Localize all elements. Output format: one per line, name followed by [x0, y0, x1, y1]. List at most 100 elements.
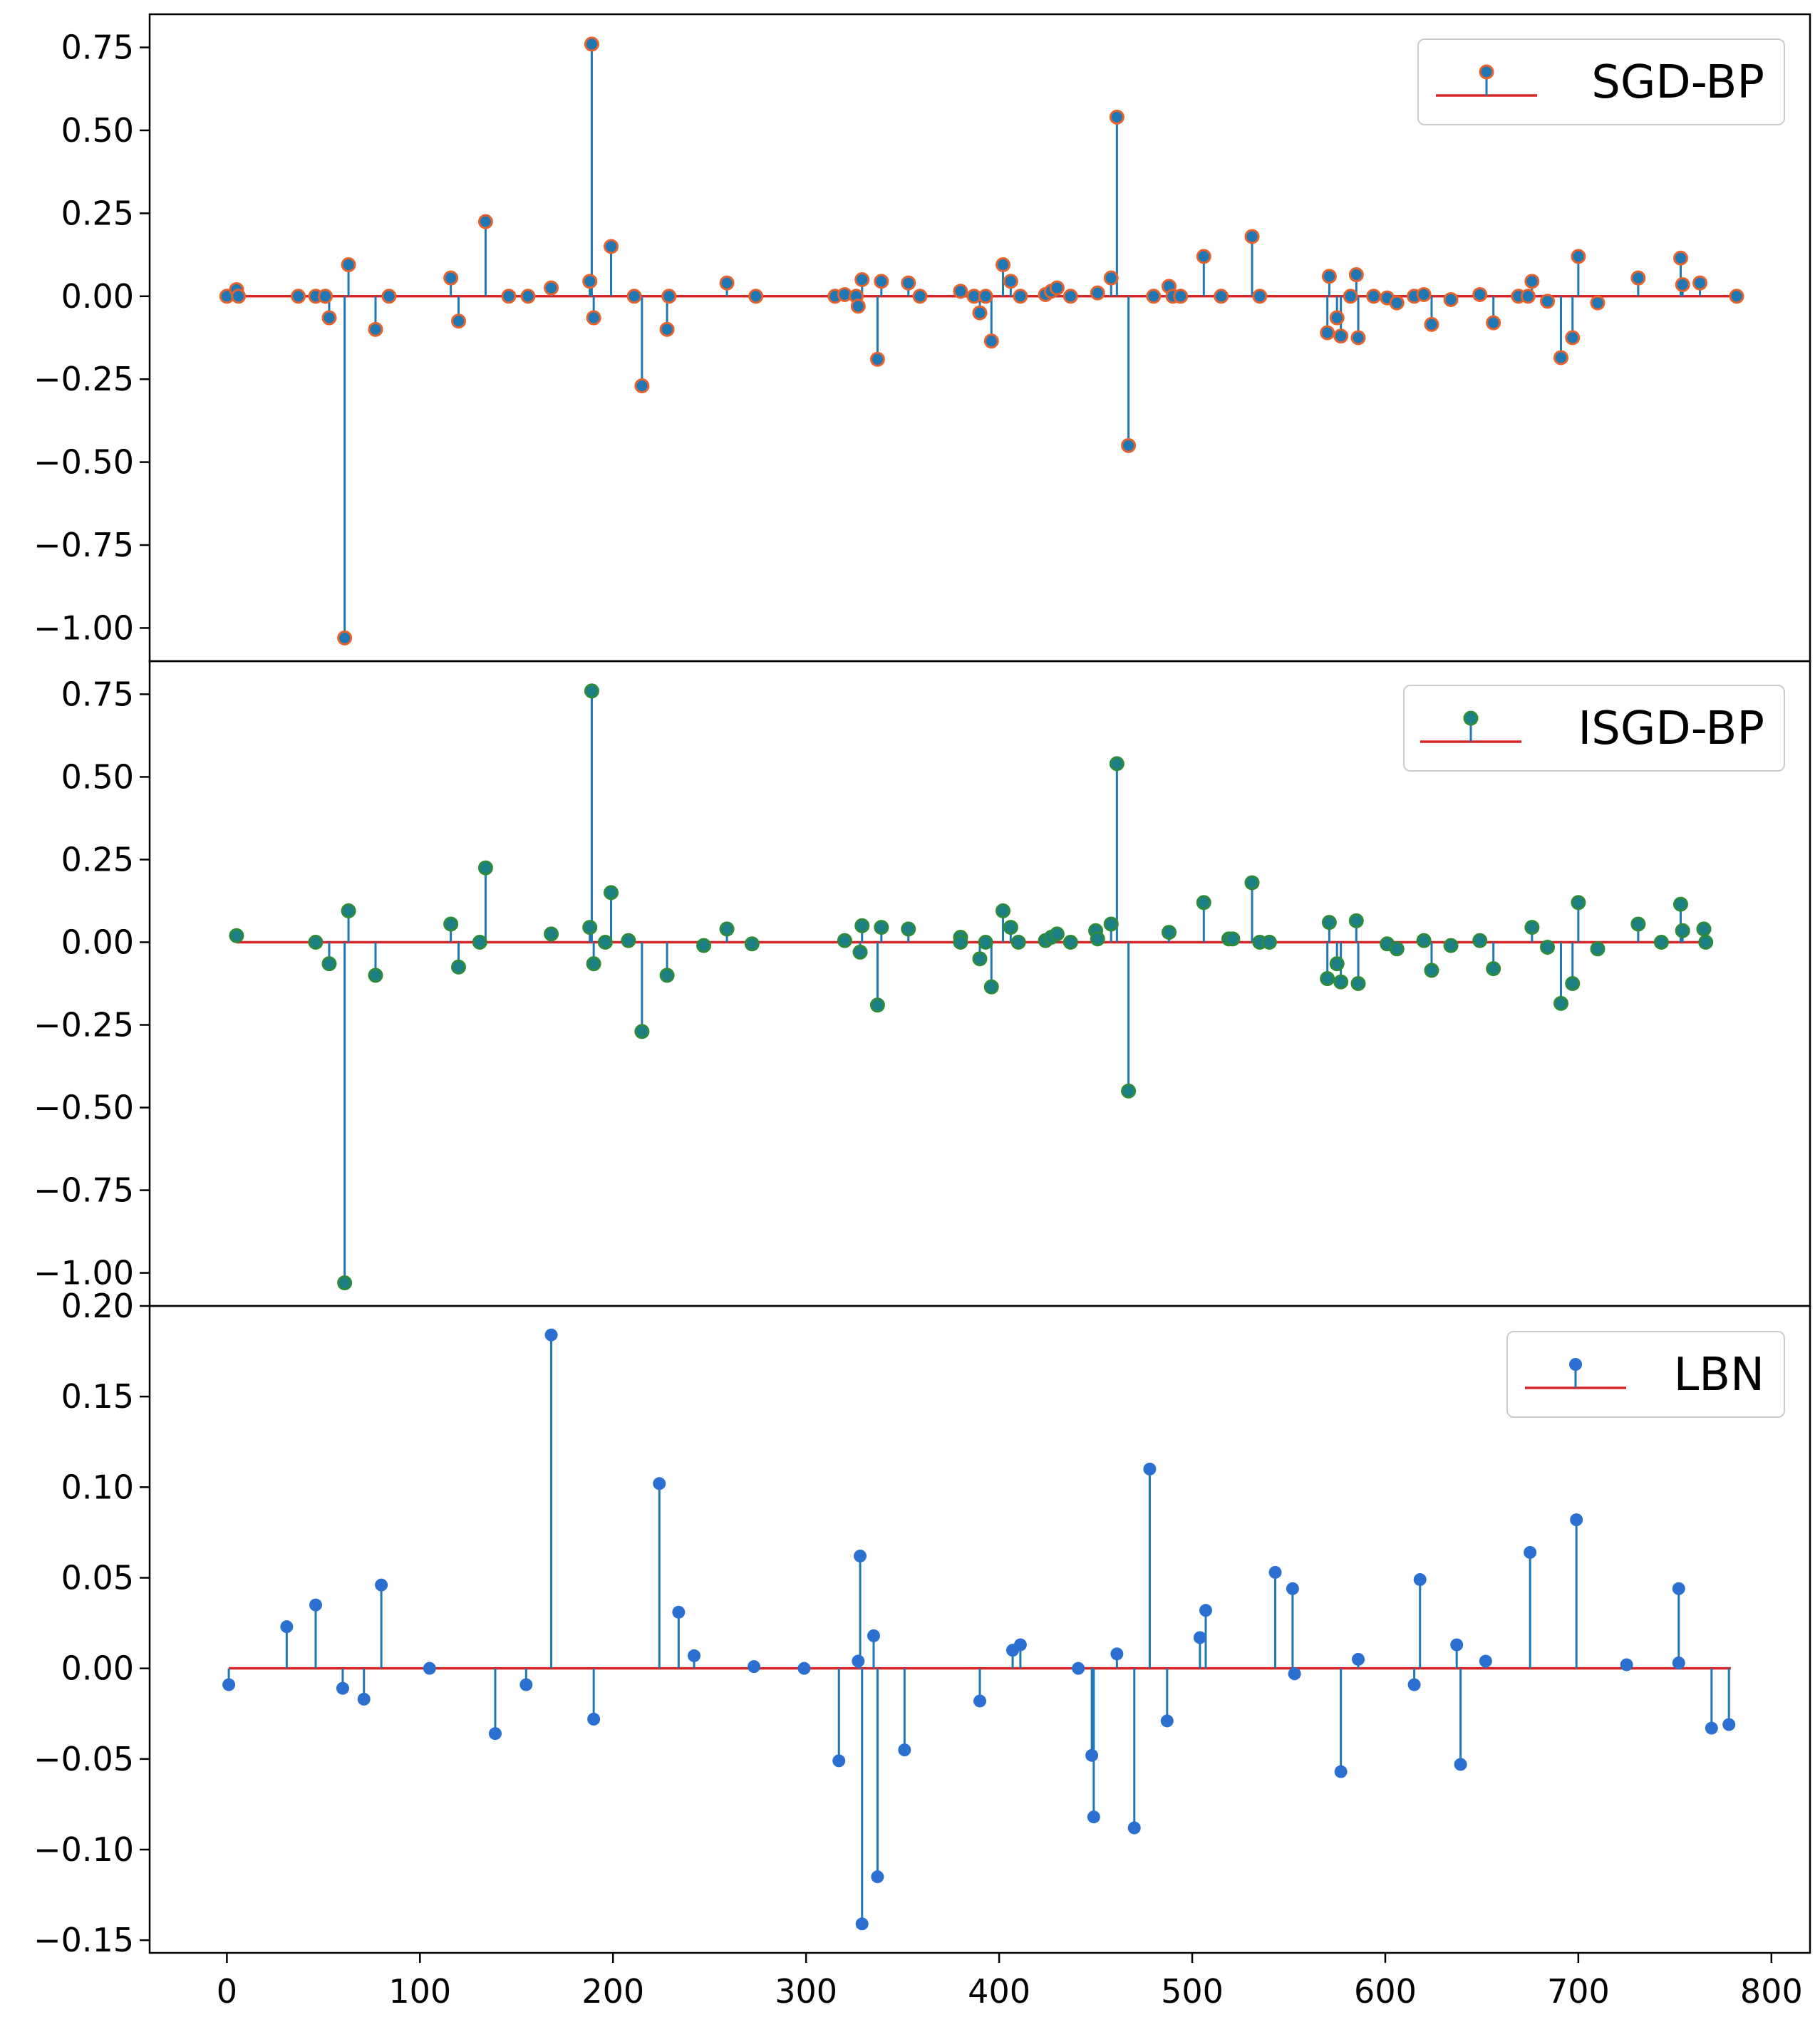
stem-marker: [1348, 267, 1364, 283]
legend-box-sgd-bp: [1417, 38, 1785, 125]
stem-marker: [972, 951, 988, 967]
stem-marker: [222, 1678, 236, 1691]
stem-marker: [852, 1654, 865, 1668]
stem-marker: [748, 1660, 761, 1674]
stem-marker: [898, 1743, 911, 1757]
stem-marker: [850, 299, 866, 314]
stems-lbn: [227, 1334, 1730, 1924]
stem-marker: [1160, 1714, 1174, 1728]
stem-marker: [1121, 437, 1137, 453]
y-tick-label: 0.00: [61, 277, 134, 316]
stem-marker: [1110, 1647, 1124, 1661]
y-tick-label: 0.25: [61, 840, 134, 878]
stem-marker: [748, 289, 764, 304]
y-tick-label: 0.50: [61, 757, 134, 796]
y-tick-label: 0.50: [61, 111, 134, 150]
stem-marker: [1524, 1545, 1537, 1559]
x-tick-label: 700: [1547, 1972, 1610, 2011]
stem-marker: [1013, 1638, 1027, 1652]
stem-marker: [1389, 941, 1405, 957]
stem-marker: [321, 310, 337, 326]
stem-marker: [912, 289, 928, 304]
stem-marker: [341, 257, 356, 273]
stem-marker: [1244, 875, 1260, 891]
stem-marker: [1003, 920, 1018, 935]
stem-marker: [874, 920, 889, 935]
stem-marker: [1486, 961, 1501, 977]
legend-lbn: LBN: [1506, 1331, 1785, 1418]
stem-marker: [1321, 269, 1337, 284]
x-tick-label: 500: [1161, 1972, 1224, 2011]
y-tick-label: 0.75: [61, 28, 134, 67]
y-ticks-isgd-bp: 0.75 0.50 0.25 0.00 −0.25 −0.50 −0.75 −1.00: [33, 675, 150, 1292]
stem-marker: [719, 921, 735, 937]
stem-marker: [983, 333, 999, 349]
stem-marker: [719, 275, 735, 291]
stem-marker: [1729, 289, 1744, 304]
stem-marker: [1288, 1667, 1301, 1681]
stem-marker: [1261, 934, 1277, 950]
stem-marker: [1085, 1748, 1099, 1762]
stem-marker: [229, 928, 244, 943]
stem-marker: [341, 903, 356, 918]
stem-marker: [1090, 931, 1105, 947]
stem-marker: [659, 321, 675, 337]
stem-marker: [1524, 920, 1540, 935]
y-tick-label: 0.15: [61, 1377, 134, 1416]
stem-marker: [291, 289, 306, 304]
y-ticks-lbn: 0.20 0.15 0.10 0.05 0.00 −0.05 −0.10 −0.15: [33, 1287, 150, 1959]
stem-marker: [869, 351, 885, 367]
stem-marker: [375, 1578, 388, 1592]
stem-marker: [1672, 1582, 1685, 1595]
stem-marker: [368, 968, 383, 983]
stem-marker: [1049, 280, 1065, 296]
stem-marker: [1630, 270, 1646, 286]
stem-marker: [1090, 285, 1105, 301]
stem-marker: [696, 938, 712, 953]
stem-marker: [1565, 330, 1581, 346]
stem-marker: [1320, 325, 1335, 341]
stem-marker: [1524, 274, 1540, 289]
stem-marker: [1010, 934, 1026, 950]
stem-marker: [582, 920, 598, 935]
legend-marker-isgd-bp: [1463, 710, 1479, 726]
y-tick-label: −0.05: [33, 1740, 134, 1778]
stem-marker: [381, 289, 397, 304]
stem-marker: [901, 275, 916, 291]
stem-marker: [1366, 289, 1382, 304]
x-tick-label: 400: [968, 1972, 1030, 2011]
stem-marker: [520, 289, 536, 304]
stem-marker: [1225, 931, 1241, 947]
stem-marker: [1653, 934, 1669, 950]
stem-marker: [1722, 1718, 1736, 1731]
stem-marker: [797, 1661, 811, 1675]
stem-marker: [587, 1712, 601, 1726]
stem-marker: [1252, 289, 1268, 304]
stem-marker: [1329, 310, 1345, 326]
stem-marker: [1214, 289, 1229, 304]
stem-marker: [874, 274, 889, 289]
stem-marker: [280, 1620, 294, 1634]
x-tick-label: 200: [581, 1972, 644, 2011]
stem-marker: [1416, 286, 1432, 302]
legend-label-lbn: LBN: [1674, 1349, 1764, 1401]
stem-marker: [869, 997, 885, 1013]
stem-marker: [1571, 895, 1586, 911]
y-tick-label: 0.75: [61, 675, 134, 713]
stem-marker: [488, 1727, 502, 1741]
stem-marker: [357, 1692, 371, 1706]
stem-marker: [368, 321, 383, 337]
stem-marker: [1389, 295, 1405, 311]
stem-marker: [983, 979, 999, 995]
y-tick-label: −0.25: [33, 360, 134, 398]
stem-marker: [744, 936, 760, 952]
stem-marker: [1672, 896, 1688, 912]
x-tick-label: 600: [1354, 1972, 1417, 2011]
stem-marker: [1352, 1652, 1365, 1666]
stem-marker: [1103, 270, 1119, 286]
stem-marker: [1571, 249, 1586, 264]
stem-marker: [672, 1605, 686, 1619]
legend-marker-sgd-bp: [1479, 64, 1494, 80]
stem-marker: [1540, 294, 1556, 309]
markers-sgd-bp: [219, 36, 1744, 645]
